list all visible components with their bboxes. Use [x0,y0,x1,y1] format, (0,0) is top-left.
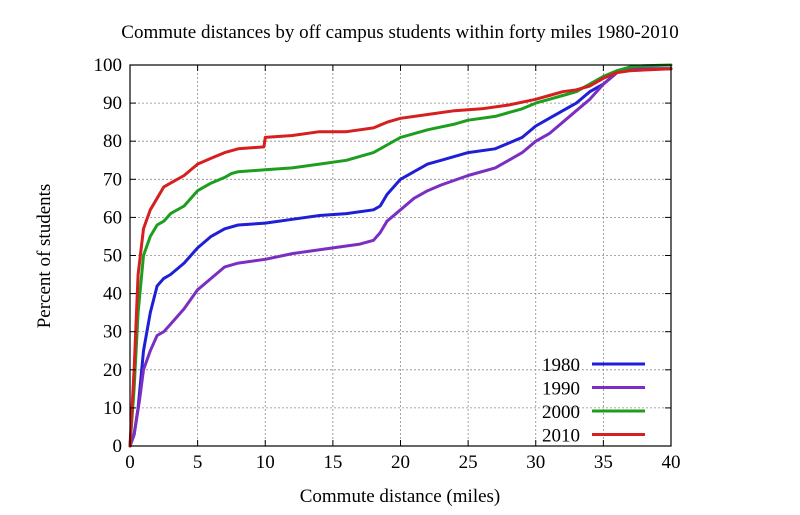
legend-label-2000: 2000 [542,402,580,423]
x-tick-label: 20 [391,452,410,473]
y-axis-title: Percent of students [34,184,55,329]
series-lines [128,63,673,448]
x-tick-label: 0 [125,452,135,473]
y-tick-label: 0 [113,436,123,457]
x-tick-label: 15 [323,452,342,473]
x-tick-label: 30 [526,452,545,473]
series-line-1980 [128,67,673,448]
y-tick-label: 30 [103,322,122,343]
y-tick-label: 60 [103,207,122,228]
y-tick-label: 80 [103,131,122,152]
y-axis-ticks: 0 10 20 30 40 50 60 70 80 90 100 [94,55,671,457]
series-line-2000 [128,63,673,448]
y-tick-label: 90 [103,93,122,114]
chart-title: Commute distances by off campus students… [121,22,678,43]
legend-label-1990: 1990 [542,379,580,400]
series-line-2010 [128,67,673,448]
x-tick-label: 35 [594,452,613,473]
x-axis-title: Commute distance (miles) [300,486,501,507]
x-axis-ticks: 0 5 10 15 20 25 30 35 40 [125,65,681,473]
y-tick-label: 40 [103,284,122,305]
x-tick-label: 10 [256,452,275,473]
series-line-1990 [128,67,673,448]
legend-label-1980: 1980 [542,355,580,376]
y-tick-label: 70 [103,169,122,190]
x-tick-label: 5 [193,452,203,473]
y-tick-label: 10 [103,398,122,419]
y-tick-label: 20 [103,360,122,381]
y-tick-label: 100 [94,55,123,76]
x-tick-label: 25 [459,452,478,473]
y-tick-label: 50 [103,246,122,267]
x-tick-label: 40 [662,452,681,473]
legend-label-2010: 2010 [542,426,580,447]
grid [130,65,671,446]
